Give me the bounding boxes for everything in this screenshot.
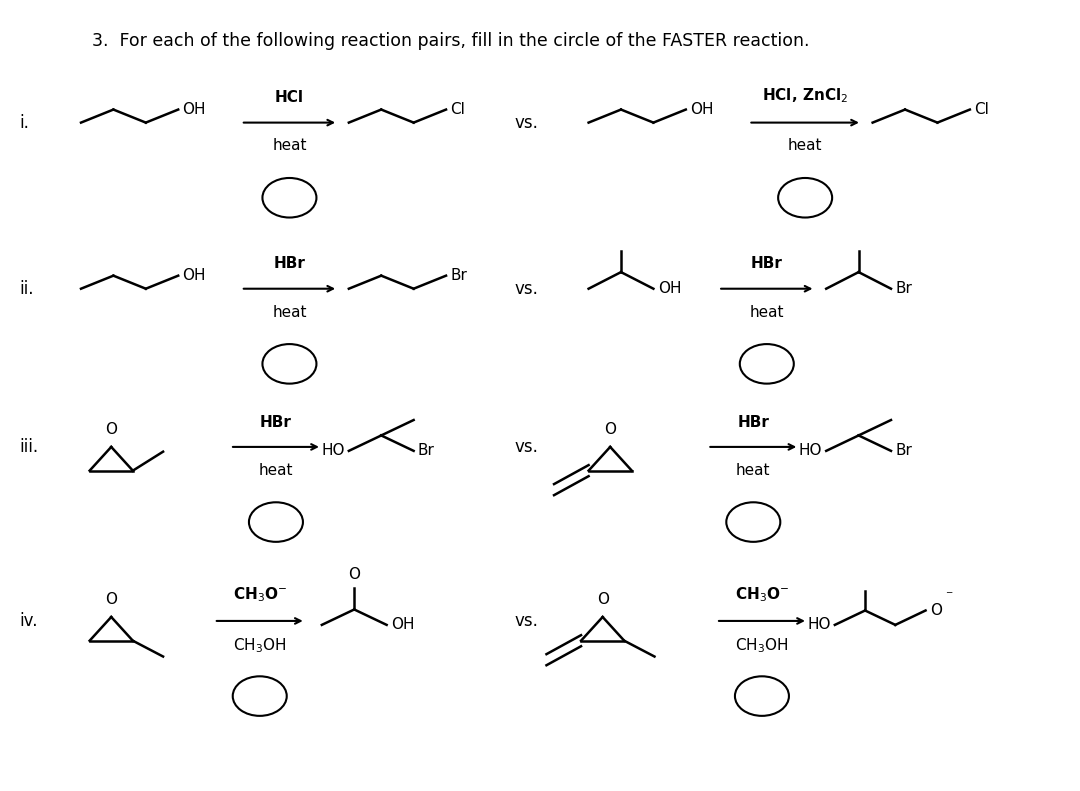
- Text: OH: OH: [391, 618, 415, 632]
- Text: HCl: HCl: [275, 90, 303, 105]
- Text: HBr: HBr: [260, 414, 292, 430]
- Text: O: O: [930, 603, 942, 618]
- Text: vs.: vs.: [514, 438, 538, 456]
- Text: HBr: HBr: [738, 414, 769, 430]
- Text: O: O: [105, 592, 118, 607]
- Text: vs.: vs.: [514, 280, 538, 297]
- Text: heat: heat: [750, 305, 784, 320]
- Text: Br: Br: [895, 282, 913, 296]
- Text: heat: heat: [272, 305, 307, 320]
- Text: heat: heat: [737, 463, 770, 478]
- Text: i.: i.: [19, 114, 29, 131]
- Text: CH$_3$OH: CH$_3$OH: [735, 637, 788, 656]
- Text: CH$_3$OH: CH$_3$OH: [233, 637, 286, 656]
- Text: HO: HO: [798, 444, 822, 458]
- Text: O: O: [348, 567, 361, 582]
- Text: ii.: ii.: [19, 280, 33, 297]
- Text: Br: Br: [895, 444, 913, 458]
- Text: O: O: [596, 592, 609, 607]
- Text: CH$_3$O$^{-}$: CH$_3$O$^{-}$: [734, 585, 789, 604]
- Text: vs.: vs.: [514, 114, 538, 131]
- Text: $^{-}$: $^{-}$: [945, 589, 954, 603]
- Text: OH: OH: [183, 102, 206, 117]
- Text: OH: OH: [690, 102, 714, 117]
- Text: CH$_3$O$^{-}$: CH$_3$O$^{-}$: [232, 585, 287, 604]
- Text: Cl: Cl: [974, 102, 989, 117]
- Text: iii.: iii.: [19, 438, 39, 456]
- Text: HO: HO: [807, 618, 831, 632]
- Text: OH: OH: [183, 268, 206, 283]
- Text: 3.  For each of the following reaction pairs, fill in the circle of the FASTER r: 3. For each of the following reaction pa…: [92, 32, 809, 50]
- Text: Br: Br: [450, 268, 468, 283]
- Text: O: O: [604, 422, 617, 437]
- Text: Br: Br: [418, 444, 435, 458]
- Text: HO: HO: [321, 444, 345, 458]
- Text: Cl: Cl: [450, 102, 465, 117]
- Text: heat: heat: [788, 138, 822, 153]
- Text: HBr: HBr: [751, 256, 783, 271]
- Text: HCl, ZnCl$_2$: HCl, ZnCl$_2$: [761, 86, 849, 105]
- Text: OH: OH: [658, 282, 681, 296]
- Text: iv.: iv.: [19, 612, 38, 630]
- Text: vs.: vs.: [514, 612, 538, 630]
- Text: heat: heat: [272, 138, 307, 153]
- Text: heat: heat: [259, 463, 293, 478]
- Text: HBr: HBr: [273, 256, 306, 271]
- Text: O: O: [105, 422, 118, 437]
